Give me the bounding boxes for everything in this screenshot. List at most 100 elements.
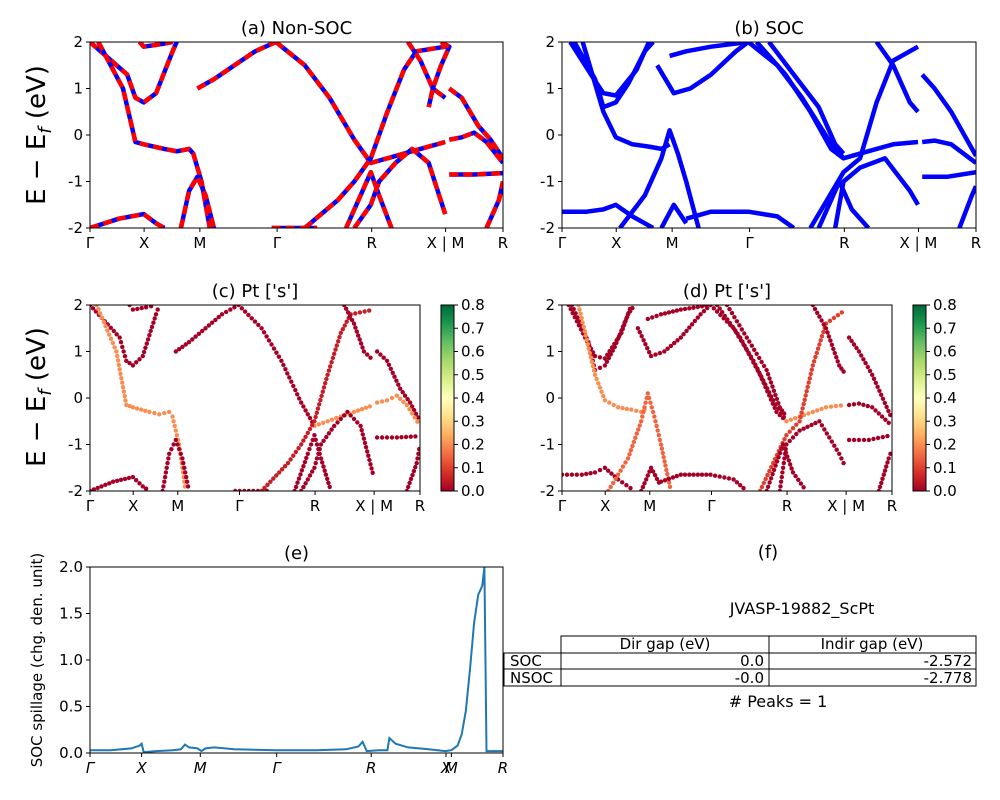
band-point xyxy=(134,478,139,483)
band-point xyxy=(584,471,589,477)
band-point xyxy=(566,305,571,308)
band-point xyxy=(863,360,868,366)
band-point xyxy=(363,405,369,410)
band-point xyxy=(181,460,186,466)
band-point xyxy=(246,312,251,318)
panel-e-xtick-label: R xyxy=(498,759,508,777)
band-point xyxy=(798,481,804,486)
band-point xyxy=(180,344,185,350)
band-point xyxy=(298,472,303,477)
band-point xyxy=(166,456,171,461)
panel-a-xtick-label: Γ xyxy=(86,234,95,252)
band-point xyxy=(873,380,878,385)
panel-b-xtick-label: X | M xyxy=(900,234,938,252)
panel-d-colorbar-tick-label: 0.8 xyxy=(933,296,957,314)
panel-e-xtick-label: M xyxy=(194,759,207,777)
spillage-line xyxy=(90,567,503,753)
band-point xyxy=(735,331,740,337)
band-point xyxy=(738,335,743,340)
band-point xyxy=(839,310,844,315)
band-point xyxy=(409,411,415,416)
band-point xyxy=(851,402,857,407)
band-point xyxy=(321,438,326,443)
panel-e-ytick-label: 1.0 xyxy=(59,651,83,669)
band-point xyxy=(851,342,857,347)
band-point xyxy=(117,335,122,340)
band-point xyxy=(717,474,722,479)
band-point xyxy=(355,408,361,413)
band-point xyxy=(875,435,881,441)
band-point xyxy=(390,370,395,375)
band-point xyxy=(288,457,293,462)
band-point xyxy=(122,476,128,482)
band-point xyxy=(814,350,819,356)
band-point xyxy=(344,319,349,324)
band-point xyxy=(841,369,846,374)
band-point xyxy=(302,459,308,465)
band-point xyxy=(209,320,215,325)
band-point xyxy=(384,398,390,403)
band-point xyxy=(564,472,570,477)
panel-e-ytick-label: 0.0 xyxy=(59,744,83,762)
band-point xyxy=(303,481,308,486)
table-row-label-soc: SOC xyxy=(510,652,542,670)
band-point xyxy=(804,389,809,394)
band-point xyxy=(884,464,889,469)
band-point xyxy=(879,414,885,419)
band-point xyxy=(137,481,142,486)
band-point xyxy=(122,354,128,359)
band-point xyxy=(846,437,852,443)
band-point xyxy=(569,305,575,308)
band-point xyxy=(411,407,417,413)
band-point xyxy=(145,337,151,342)
band-point xyxy=(602,465,608,470)
band-point xyxy=(402,393,408,398)
band-point xyxy=(640,484,646,490)
band-point xyxy=(576,323,582,328)
band-nsoc-dashed-line xyxy=(178,174,217,228)
band-point xyxy=(704,305,709,308)
band-point xyxy=(620,464,626,469)
band-point xyxy=(767,468,772,474)
band-point xyxy=(815,310,820,315)
band-point xyxy=(882,400,887,406)
band-point xyxy=(708,472,713,477)
panel-a-ytick-label: 0 xyxy=(73,126,83,144)
band-point xyxy=(265,482,270,487)
band-point xyxy=(271,346,277,351)
band-point xyxy=(115,358,121,363)
band-point xyxy=(415,419,420,424)
band-point xyxy=(672,340,677,346)
band-point xyxy=(301,438,306,443)
band-point xyxy=(162,474,168,480)
band-line xyxy=(668,42,749,59)
panel-e-plot-area xyxy=(90,567,503,753)
band-point xyxy=(782,456,787,461)
band-point xyxy=(835,313,841,318)
band-point xyxy=(749,356,754,361)
band-point xyxy=(123,398,128,403)
panel-a-ytick-label: 1 xyxy=(73,80,83,98)
band-point xyxy=(620,405,625,411)
band-point xyxy=(689,322,695,327)
band-point xyxy=(242,488,247,491)
band-point xyxy=(312,465,317,470)
band-point xyxy=(114,349,119,354)
band-nsoc-dashed-line xyxy=(90,42,179,105)
band-point xyxy=(255,488,261,491)
band-point xyxy=(773,463,778,468)
band-nsoc-dashed-line xyxy=(90,211,166,228)
band-point xyxy=(404,488,409,491)
band-point xyxy=(588,355,594,360)
band-point xyxy=(803,393,808,398)
band-point xyxy=(827,318,833,323)
panel-a-ytick-label: -2 xyxy=(68,219,83,237)
band-point xyxy=(763,384,768,390)
band-point xyxy=(568,306,573,312)
band-point xyxy=(314,456,320,461)
panel-a-xtick-label: X xyxy=(139,234,149,252)
band-point xyxy=(807,376,812,381)
band-point xyxy=(813,354,818,360)
ylabel-energy-middle-unit: (eV) xyxy=(22,327,52,389)
band-point xyxy=(773,392,778,398)
